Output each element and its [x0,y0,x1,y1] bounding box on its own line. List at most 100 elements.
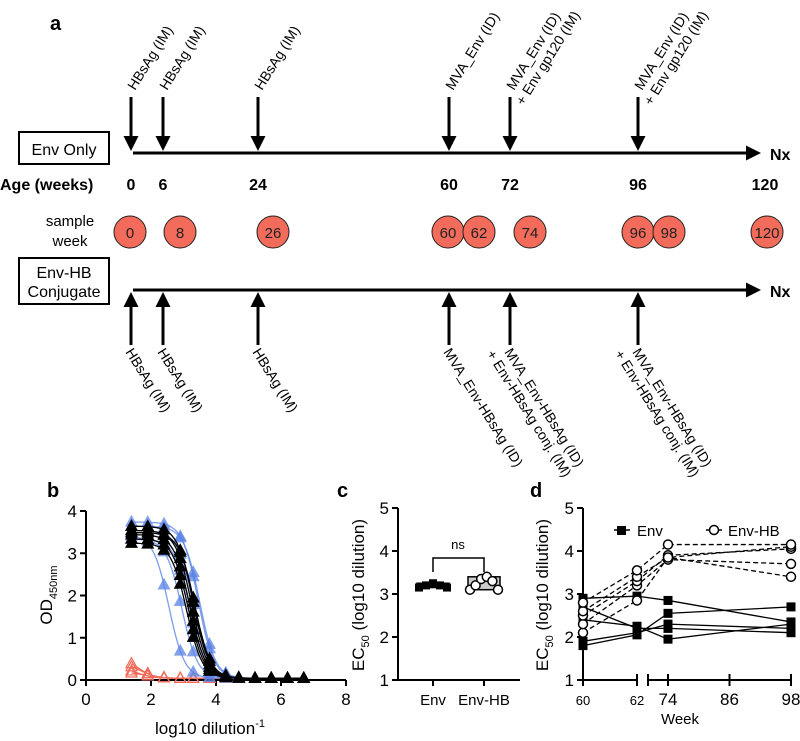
x-tick-label: 60 [576,693,590,708]
fit-curve-env [131,525,304,679]
data-point-circle [487,575,498,587]
legend-marker-env-hb [708,524,720,536]
data-point-triangle [124,659,139,672]
data-point-triangle [264,671,278,683]
y-axis-label-rest: (log10 dilution) [533,519,552,635]
y-tick-label: 3 [68,544,77,563]
data-point-triangle [173,544,187,557]
y-tick-label: 2 [68,587,77,606]
data-point-triangle [173,594,187,606]
age-label: Age (weeks) [0,177,93,194]
data-point-triangle [141,536,155,549]
y-tick-label: 4 [68,502,77,521]
env-only-label: Env Only [32,142,97,159]
series-line-env [582,606,792,647]
series-line-env [582,619,792,640]
y-axis-label-sub: 450nm [48,565,60,599]
data-point-square [663,595,673,605]
data-point-triangle [124,535,139,548]
fit-curve-env [131,529,304,679]
x-tick-label: 98 [782,690,800,709]
data-point-circle [785,571,797,583]
y-axis-label: EC50 (log10 dilution) [349,519,372,671]
series-line-env [582,623,792,642]
dose-label-top: MVA_Env (ID)+ Env gp120 (IM) [631,8,711,108]
sample-week-label: 96 [630,225,647,242]
y-tick-label: 0 [68,671,77,690]
x-axis-label-sup: -1 [255,718,265,730]
y-axis-label-rest: (log10 dilution) [349,519,368,635]
age-tick: 72 [501,177,519,194]
sample-label-1: sample [46,213,94,230]
data-point-triangle [186,590,200,603]
fit-curve-env-hb [131,529,304,679]
data-point-triangle [232,670,246,683]
x-tick-label: 8 [341,690,350,709]
data-point-square [422,581,430,590]
series-line-env-hb [582,558,792,625]
env-hb-label-1: Env-HB [36,265,91,282]
sample-week-circle [462,215,496,249]
data-point-triangle [124,663,139,676]
panel-label-c: c [337,480,348,502]
y-tick-label: 1 [565,671,574,690]
age-tick: 120 [752,177,779,194]
y-axis-label-sub: 50 [544,635,556,647]
sample-week-circle [163,215,197,249]
series-line-env [582,606,792,634]
data-point-circle [785,539,797,550]
data-point-triangle [173,530,187,543]
data-point-triangle [124,525,139,538]
data-point-triangle [202,651,217,664]
data-point-triangle [186,629,200,642]
data-point-circle [631,595,643,606]
data-point-triangle [141,668,155,681]
legend-marker-env [617,526,626,535]
data-point-square [436,581,444,590]
data-point-triangle [157,542,171,555]
sample-week-label: 26 [265,225,282,242]
data-point-circle [631,565,643,576]
data-point-triangle [141,525,155,538]
sample-week-label: 8 [176,225,184,242]
series-line-env [582,595,792,623]
y-tick-label: 1 [68,629,77,648]
data-point-triangle [173,670,187,683]
y-tick-label: 2 [565,628,574,647]
dose-label-top: HBsAg (IM) [251,23,303,93]
series-line-env-hb [582,543,791,604]
sample-label-2: week [51,233,88,250]
data-point-triangle [141,666,155,679]
nx-label-bottom: Nx [770,284,791,301]
data-point-circle [662,539,674,550]
dose-label-top: MVA_Env (ID) [442,9,502,92]
age-tick: 6 [159,177,168,194]
data-point-square [663,608,673,618]
dose-label-top: MVA_Env (ID)+ Env gp120 (IM) [503,8,583,108]
data-point-triangle [202,637,217,649]
panel-label-b: b [47,480,59,502]
x-axis-label: log10 dilution-1 [155,718,265,738]
fit-curve-env-hb [131,525,304,679]
data-point-triangle [157,528,171,540]
x-tick-label: 62 [630,693,644,708]
x-tick-label: 86 [720,690,739,709]
data-point-square [429,579,437,588]
sample-week-circle [652,215,686,249]
data-point-triangle [186,664,200,677]
data-point-triangle [297,671,311,683]
data-point-triangle [124,665,139,678]
data-point-circle [470,580,481,591]
series-line-env-hb [582,546,792,612]
dose-label-line1: HBsAg (IM) [249,345,301,415]
data-point-circle [577,597,589,608]
panel-label-d: d [530,480,542,502]
y-tick-label: 3 [380,585,389,604]
panel-label-a: a [50,13,62,35]
significance-label: ns [451,537,465,552]
x-tick-label: 6 [276,690,285,709]
nx-label-top: Nx [770,147,791,164]
legend-label-env: Env [637,523,663,540]
data-point-square [786,628,796,638]
sample-week-label: 98 [661,225,678,242]
